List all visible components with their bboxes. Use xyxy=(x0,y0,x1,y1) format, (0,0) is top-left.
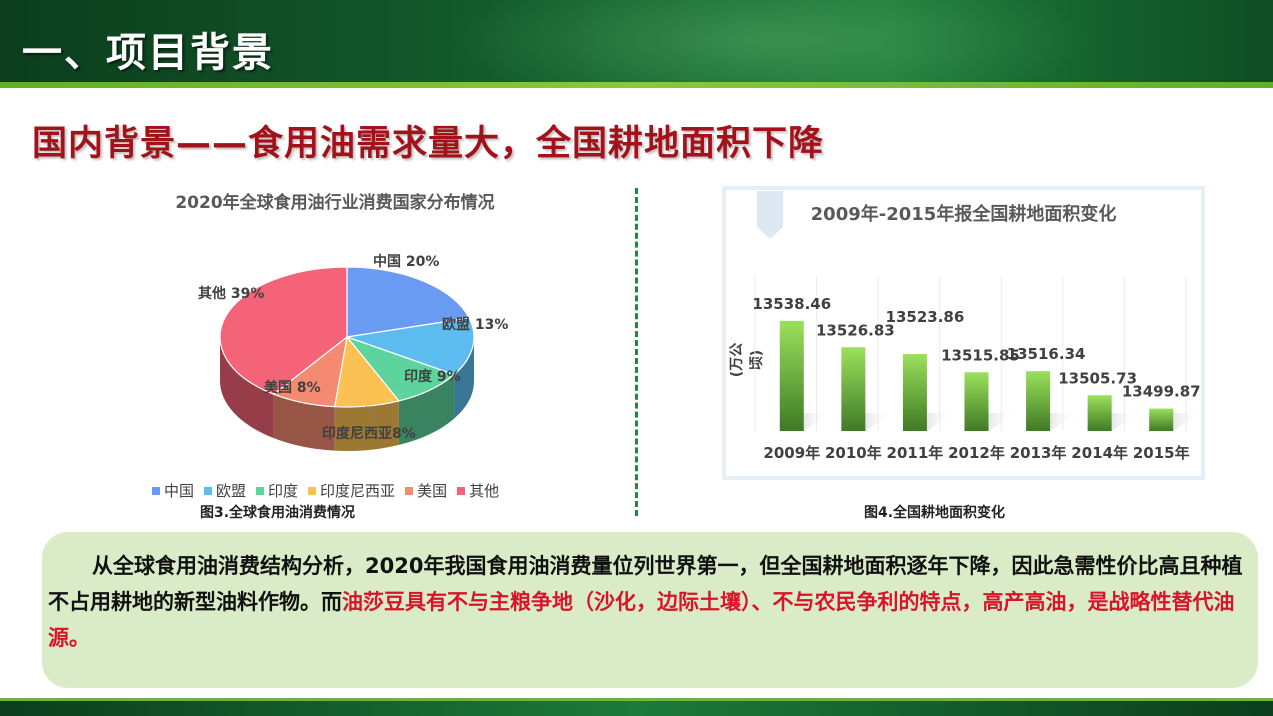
legend-item-usa: 美国 xyxy=(405,480,447,501)
legend-label: 中国 xyxy=(164,480,194,501)
legend-label: 印度 xyxy=(268,480,298,501)
bar-chart-caption: 图4.全国耕地面积变化 xyxy=(864,502,1005,522)
legend-swatch xyxy=(204,487,212,495)
bar-2013年 xyxy=(1026,371,1050,431)
legend-label: 美国 xyxy=(417,480,447,501)
bar-2014年 xyxy=(1088,395,1112,431)
pie-data-label-india: 印度 9% xyxy=(404,366,461,386)
pie-data-label-eu: 欧盟 13% xyxy=(442,314,508,334)
bar-2010年 xyxy=(841,347,865,431)
bar-category-label: 2009年 xyxy=(763,444,820,462)
pie-data-label-other: 其他 39% xyxy=(198,283,264,303)
bar-data-label: 13499.87 xyxy=(1122,383,1201,401)
legend-label: 欧盟 xyxy=(216,480,246,501)
legend-label: 印度尼西亚 xyxy=(320,480,395,501)
bar-data-label: 13523.86 xyxy=(886,308,965,326)
legend-item-indonesia: 印度尼西亚 xyxy=(308,480,395,501)
pie-data-label-indonesia: 印度尼西亚8% xyxy=(322,423,416,443)
legend-item-china: 中国 xyxy=(152,480,194,501)
pie-data-label-usa: 美国 8% xyxy=(264,377,321,397)
bar-data-label: 13538.46 xyxy=(752,295,831,313)
pie-chart-title: 2020年全球食用油行业消费国家分布情况 xyxy=(110,188,560,213)
bar-category-label: 2011年 xyxy=(887,444,944,462)
bar-data-label: 13526.83 xyxy=(816,321,895,339)
pie-legend: 中国 欧盟 印度 印度尼西亚 美国 其他 xyxy=(152,480,499,501)
bar-chart: 13538.46 2009年 13526.83 2010年 13523.86 2011年 1… xyxy=(722,186,1205,480)
bar-2015年 xyxy=(1149,409,1173,431)
legend-swatch xyxy=(405,487,413,495)
bar-category-label: 2014年 xyxy=(1071,444,1128,462)
bar-2012年 xyxy=(965,372,989,431)
legend-swatch xyxy=(457,487,465,495)
bar-data-label: 13516.34 xyxy=(1007,345,1086,363)
bar-category-label: 2012年 xyxy=(948,444,1005,462)
legend-item-india: 印度 xyxy=(256,480,298,501)
legend-swatch xyxy=(152,487,160,495)
pie-data-label-china: 中国 20% xyxy=(373,251,439,271)
legend-label: 其他 xyxy=(469,480,499,501)
section-divider xyxy=(635,188,638,516)
pie-chart-caption: 图3.全球食用油消费情况 xyxy=(200,502,355,522)
legend-item-other: 其他 xyxy=(457,480,499,501)
footer-bar xyxy=(0,698,1273,716)
section-subtitle: 国内背景——食用油需求量大，全国耕地面积下降 xyxy=(32,115,824,166)
legend-swatch xyxy=(256,487,264,495)
bar-category-label: 2013年 xyxy=(1010,444,1067,462)
bar-2011年 xyxy=(903,354,927,431)
bar-category-label: 2015年 xyxy=(1133,444,1190,462)
summary-text: 从全球食用油消费结构分析，2020年我国食用油消费量位列世界第一，但全国耕地面积… xyxy=(48,548,1258,656)
page-title: 一、项目背景 xyxy=(22,20,274,78)
bar-2009年 xyxy=(780,321,804,431)
legend-item-eu: 欧盟 xyxy=(204,480,246,501)
bar-category-label: 2010年 xyxy=(825,444,882,462)
legend-swatch xyxy=(308,487,316,495)
header-accent-line xyxy=(0,82,1273,88)
